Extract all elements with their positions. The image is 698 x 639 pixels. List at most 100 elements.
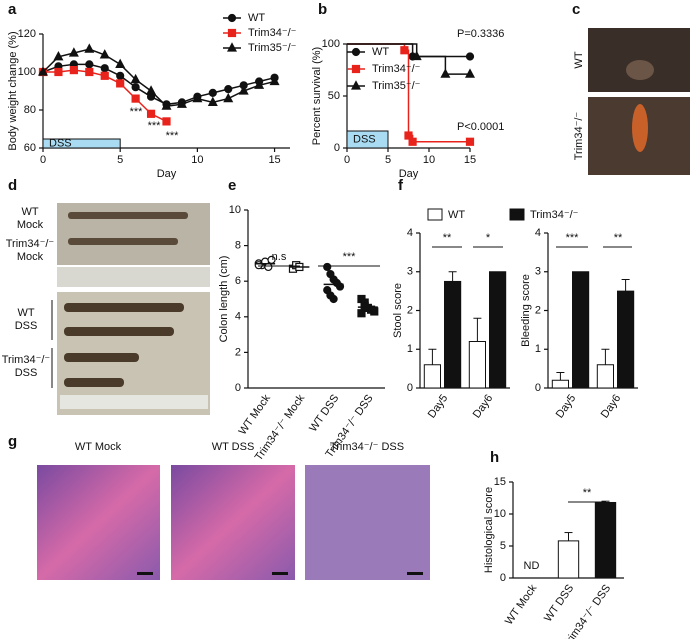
annotation: *** — [166, 130, 180, 142]
marker — [84, 43, 95, 53]
marker — [131, 83, 140, 92]
legend-marker — [227, 42, 237, 52]
marker — [254, 79, 265, 89]
marker — [411, 50, 422, 61]
dss-period — [42, 138, 121, 149]
x-tick-label: 0 — [40, 154, 46, 166]
photo — [305, 465, 430, 580]
annotation: *** — [130, 106, 144, 118]
panel-label: c — [572, 1, 580, 18]
marker — [269, 75, 280, 86]
photo — [588, 28, 690, 92]
photo-label: WT — [21, 206, 38, 218]
x-axis-label: Day — [157, 168, 177, 180]
y-tick-label: 60 — [24, 142, 36, 154]
legend-marker — [351, 64, 361, 74]
x-tick-label: 15 — [268, 154, 280, 166]
x-tick-label: WT DSS — [542, 583, 576, 625]
marker — [85, 67, 94, 77]
legend-marker — [227, 28, 237, 38]
y-axis-label: Bleeding score — [520, 274, 532, 347]
x-tick-label: WT Mock — [503, 582, 540, 627]
photo — [37, 465, 160, 580]
photo-label: DSS — [15, 320, 38, 332]
y-tick-label: 0 — [407, 382, 413, 394]
panel-label: e — [228, 177, 236, 194]
y-tick-label: 3 — [407, 266, 413, 278]
y-tick-label: 4 — [407, 227, 413, 239]
marker — [238, 85, 249, 95]
bar — [444, 280, 462, 389]
marker — [408, 137, 417, 146]
photo-label: Trim34⁻/⁻ — [573, 112, 585, 161]
y-tick-label: 1 — [407, 343, 413, 355]
marker — [192, 92, 203, 103]
y-tick-label: 100 — [322, 38, 340, 50]
scale-bar — [272, 572, 288, 575]
marker — [370, 307, 379, 316]
photo-title: WT DSS — [212, 441, 255, 453]
marker — [465, 137, 475, 146]
photo-detail — [632, 104, 648, 152]
marker — [68, 47, 79, 57]
annotation: n.s — [272, 251, 287, 263]
marker — [223, 92, 234, 103]
photo-detail — [64, 378, 124, 387]
legend-marker — [227, 13, 237, 23]
photo-label: WT — [17, 307, 34, 319]
photo-detail — [60, 395, 208, 409]
x-tick-label: Day5 — [554, 393, 579, 421]
legend-marker — [351, 47, 361, 57]
photo-detail — [64, 303, 184, 312]
photo-detail — [626, 60, 654, 80]
bar — [423, 364, 441, 389]
bar — [551, 379, 569, 389]
annotation: P=0.3336 — [457, 28, 504, 40]
x-tick-label: Day6 — [599, 393, 624, 421]
photo-detail — [68, 212, 188, 219]
photo-label: Mock — [17, 251, 44, 263]
bar — [468, 341, 486, 389]
survival-curve — [347, 43, 470, 75]
y-tick-label: 2 — [407, 304, 413, 316]
x-tick-label: 5 — [117, 154, 123, 166]
legend-swatch — [427, 208, 443, 221]
marker — [357, 309, 366, 318]
photo-label: WT — [573, 51, 585, 68]
marker — [99, 49, 110, 59]
marker — [400, 46, 409, 55]
marker — [116, 79, 125, 88]
x-tick-label: 0 — [344, 154, 350, 166]
y-tick-label: 120 — [18, 28, 36, 40]
dss-label: DSS — [49, 137, 72, 149]
y-tick-label: 4 — [535, 227, 541, 239]
x-tick-label: WT DSS — [307, 393, 341, 435]
marker — [54, 67, 63, 77]
y-tick-label: 100 — [18, 66, 36, 78]
photo-detail — [64, 353, 139, 362]
value-label: ND — [524, 560, 540, 572]
annotation: *** — [343, 251, 357, 263]
annotation: ** — [614, 232, 623, 244]
y-axis-label: Body weight change (%) — [7, 31, 19, 150]
marker — [264, 262, 273, 272]
dss-label: DSS — [353, 133, 376, 145]
panel-label: d — [8, 177, 17, 194]
marker — [465, 68, 475, 78]
y-tick-label: 2 — [235, 346, 241, 358]
photo-label: Mock — [17, 219, 44, 231]
legend-marker — [351, 80, 361, 90]
photo-label: Trim34⁻/⁻ — [2, 354, 51, 366]
photo-detail — [64, 327, 174, 336]
survival-curve — [347, 43, 470, 143]
photo — [57, 267, 210, 287]
photo-detail — [68, 238, 178, 245]
y-tick-label: 15 — [494, 476, 506, 488]
bar — [596, 364, 614, 389]
marker — [131, 94, 140, 103]
marker — [130, 73, 141, 84]
legend-label: Trim35⁻/⁻ — [248, 42, 297, 54]
dss-period — [346, 130, 389, 149]
marker — [85, 60, 94, 69]
marker — [146, 109, 156, 118]
